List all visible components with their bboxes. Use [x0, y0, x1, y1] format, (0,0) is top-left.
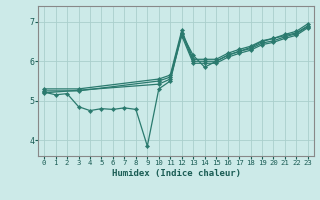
X-axis label: Humidex (Indice chaleur): Humidex (Indice chaleur) — [111, 169, 241, 178]
